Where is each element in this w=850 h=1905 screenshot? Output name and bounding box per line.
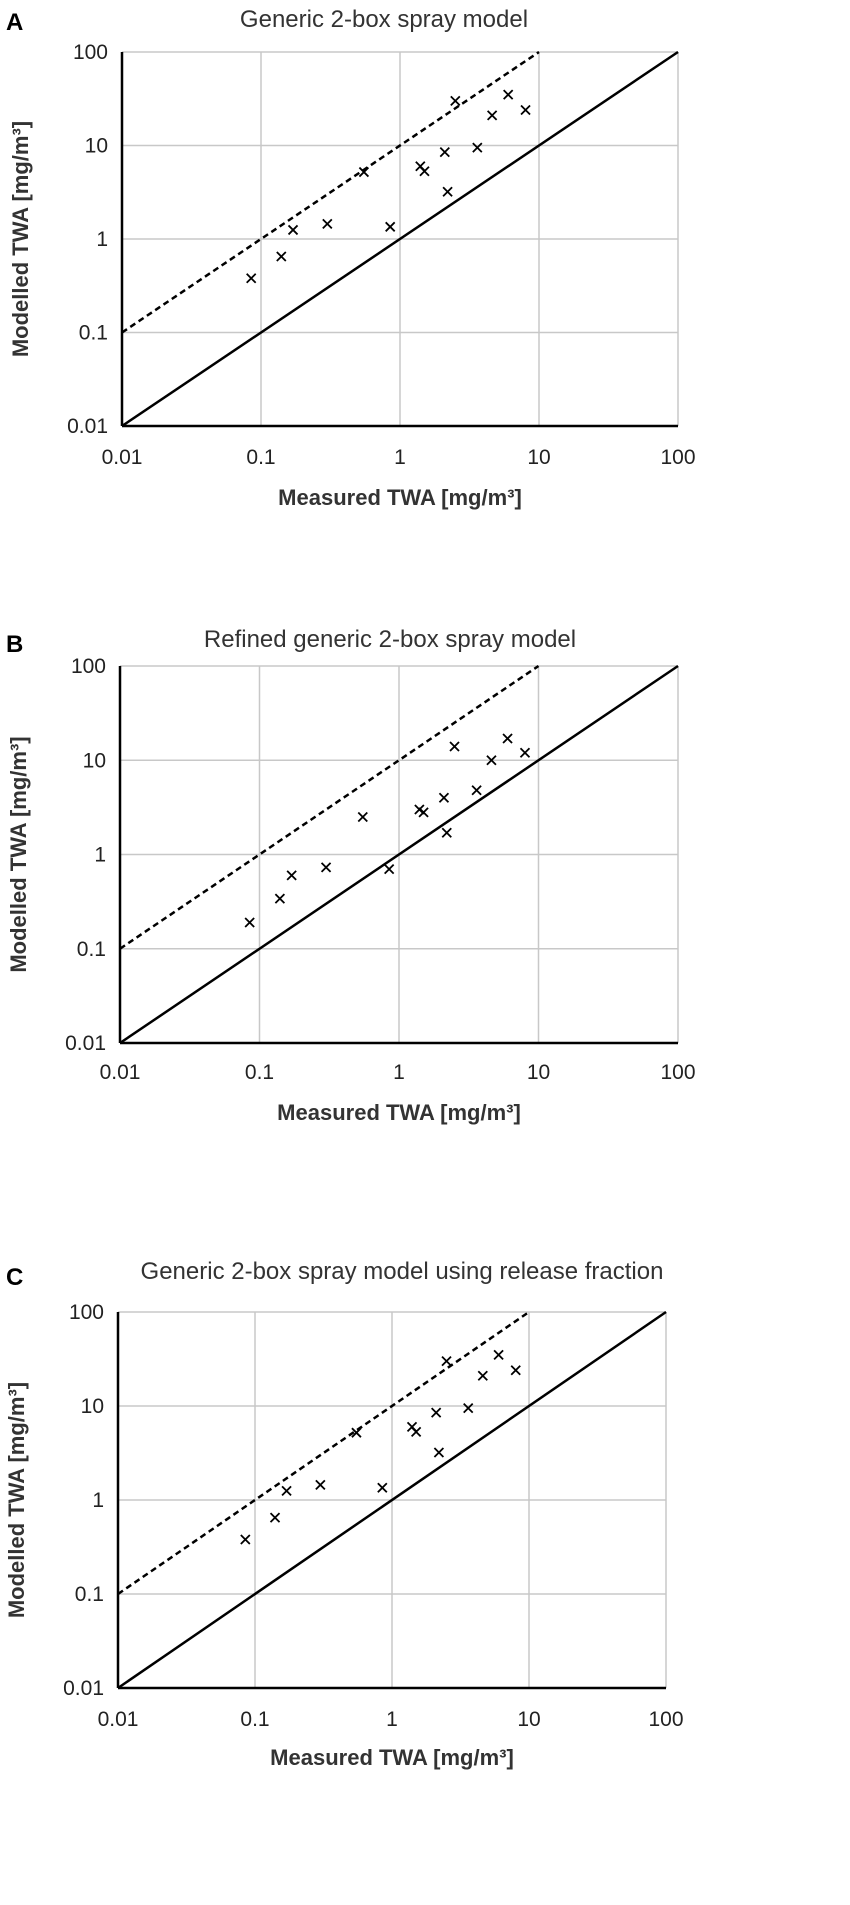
y-tick-label: 0.1 (75, 1583, 104, 1606)
data-point (438, 792, 450, 803)
reference-line-10x (117, 1310, 530, 1596)
y-tick-label: 100 (73, 41, 108, 64)
data-point (351, 1427, 362, 1438)
reference-line-1to1 (121, 50, 679, 428)
data-point (520, 104, 531, 116)
data-point (449, 741, 460, 752)
data-point (472, 142, 483, 153)
x-tick-label: 0.1 (245, 1061, 274, 1084)
y-tick-label: 0.1 (77, 938, 106, 961)
data-point (244, 917, 255, 928)
y-tick-label: 1 (94, 844, 106, 867)
data-point (493, 1349, 504, 1360)
data-point (463, 1402, 474, 1414)
y-tick-label: 10 (81, 1395, 104, 1418)
data-point (471, 785, 482, 796)
data-point (419, 166, 430, 177)
x-axis-label: Measured TWA [mg/m³] (278, 485, 522, 510)
data-point (510, 1365, 521, 1376)
x-tick-label: 0.01 (100, 1061, 141, 1084)
x-tick-label: 10 (517, 1708, 540, 1731)
y-axis-label: Modelled TWA [mg/m³] (4, 1382, 29, 1618)
data-point (322, 218, 333, 230)
data-point (274, 893, 286, 904)
data-point (377, 1482, 388, 1493)
x-tick-label: 100 (660, 446, 695, 469)
chart-panel-a: A Generic 2-box spray model 0.01 0.1 1 10 100 0… (0, 0, 850, 620)
y-tick-label: 1 (92, 1489, 104, 1512)
x-tick-label: 0.01 (98, 1708, 139, 1731)
x-tick-label: 0.01 (102, 446, 143, 469)
chart-a-svg: A Generic 2-box spray model 0.01 0.1 1 10 100 0… (6, 6, 696, 510)
x-tick-label: 10 (527, 1061, 550, 1084)
y-axis-label: Modelled TWA [mg/m³] (6, 736, 31, 972)
y-tick-label: 10 (83, 749, 106, 772)
y-tick-label: 100 (71, 655, 106, 678)
x-tick-label: 10 (527, 446, 550, 469)
data-point (441, 827, 452, 838)
chart-title: Generic 2-box spray model (240, 6, 528, 33)
y-tick-label: 0.01 (63, 1677, 104, 1700)
reference-line-10x (119, 664, 540, 950)
data-point (477, 1370, 488, 1381)
chart-title: Generic 2-box spray model using release … (141, 1258, 664, 1285)
panel-label: A (6, 9, 23, 36)
panel-label: B (6, 631, 23, 658)
data-point (286, 870, 297, 881)
data-point (320, 862, 332, 873)
y-tick-label: 100 (69, 1301, 104, 1324)
data-point (358, 166, 370, 178)
x-axis-label: Measured TWA [mg/m³] (277, 1100, 521, 1125)
y-tick-label: 0.01 (65, 1032, 106, 1055)
data-point (357, 811, 368, 823)
data-point (442, 186, 453, 197)
data-point (384, 863, 395, 875)
y-axis-label: Modelled TWA [mg/m³] (8, 121, 33, 357)
chart-title: Refined generic 2-box spray model (204, 626, 576, 653)
x-axis-label: Measured TWA [mg/m³] (270, 1745, 514, 1770)
chart-panel-c: C Generic 2-box spray model using release… (0, 1245, 850, 1905)
data-point (281, 1485, 292, 1497)
data-point (431, 1407, 442, 1418)
x-tick-label: 0.1 (246, 446, 275, 469)
data-point (486, 110, 498, 121)
data-point (287, 224, 299, 236)
data-point (240, 1534, 251, 1545)
x-tick-label: 1 (393, 1061, 405, 1084)
data-point (269, 1512, 281, 1523)
y-tick-label: 0.01 (67, 415, 108, 438)
data-point (418, 807, 429, 818)
y-tick-label: 10 (85, 135, 108, 158)
x-tick-label: 100 (660, 1061, 695, 1084)
data-point (450, 95, 461, 107)
x-tick-label: 1 (394, 446, 406, 469)
data-point (246, 273, 257, 284)
x-tick-label: 0.1 (240, 1708, 269, 1731)
reference-line-1to1 (117, 1310, 667, 1690)
data-point (441, 1356, 452, 1367)
chart-c-svg: C Generic 2-box spray model using release… (4, 1258, 684, 1770)
data-point (385, 221, 396, 232)
chart-b-svg: B Refined generic 2-box spray model 0.01 0.… (6, 626, 696, 1125)
y-tick-label: 0.1 (79, 322, 108, 345)
data-point (315, 1479, 326, 1490)
reference-line-1to1 (119, 664, 679, 1045)
panel-label: C (6, 1264, 23, 1291)
data-point (439, 146, 450, 158)
data-point (519, 747, 531, 758)
x-tick-label: 1 (386, 1708, 398, 1731)
data-point (502, 733, 513, 744)
data-point (410, 1426, 422, 1438)
chart-panel-b: B Refined generic 2-box spray model 0.01 0.… (0, 620, 850, 1245)
reference-line-10x (121, 50, 540, 334)
data-point (503, 89, 514, 100)
data-point (486, 755, 497, 766)
data-point (276, 251, 287, 262)
y-tick-label: 1 (96, 228, 108, 251)
data-point (433, 1447, 445, 1458)
x-tick-label: 100 (648, 1708, 683, 1731)
